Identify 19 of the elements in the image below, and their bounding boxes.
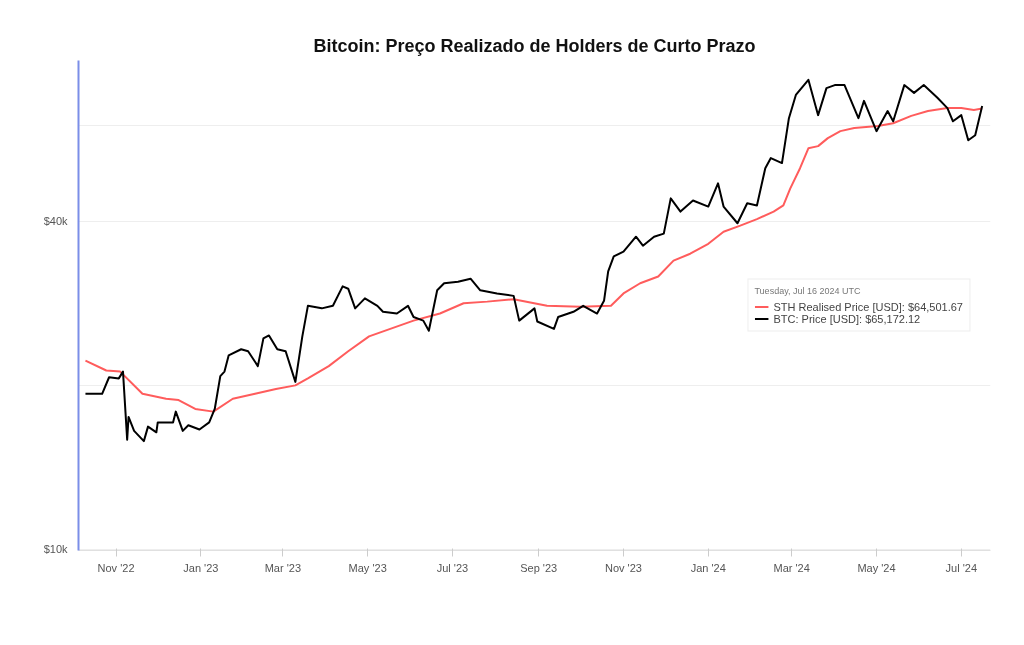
x-tick-label: Jan '23 bbox=[183, 561, 219, 574]
legend-label: STH Realised Price [USD]: $64,501.67 bbox=[773, 300, 963, 313]
x-tick-label: May '23 bbox=[348, 561, 387, 574]
x-tick-label: Mar '24 bbox=[773, 561, 810, 574]
x-tick-label: Jan '24 bbox=[690, 561, 726, 574]
legend-title: Tuesday, Jul 16 2024 UTC bbox=[754, 285, 862, 296]
x-tick-label: May '24 bbox=[857, 561, 896, 574]
line-series bbox=[84, 107, 984, 413]
legend-label: BTC: Price [USD]: $65,172.12 bbox=[773, 312, 921, 325]
line-series bbox=[84, 78, 984, 443]
x-tick-label: Jul '24 bbox=[945, 561, 978, 574]
x-tick-label: Nov '22 bbox=[97, 561, 135, 574]
chart-title: Bitcoin: Preço Realizado de Holders de Curto Prazo bbox=[313, 35, 756, 56]
x-tick-label: Nov '23 bbox=[605, 561, 642, 574]
x-tick-label: Mar '23 bbox=[264, 561, 302, 574]
x-tick-label: Jul '23 bbox=[436, 561, 469, 574]
y-tick-label: $40k bbox=[43, 215, 68, 228]
x-tick-label: Sep '23 bbox=[520, 561, 558, 574]
y-tick-label: $10k bbox=[43, 543, 68, 556]
